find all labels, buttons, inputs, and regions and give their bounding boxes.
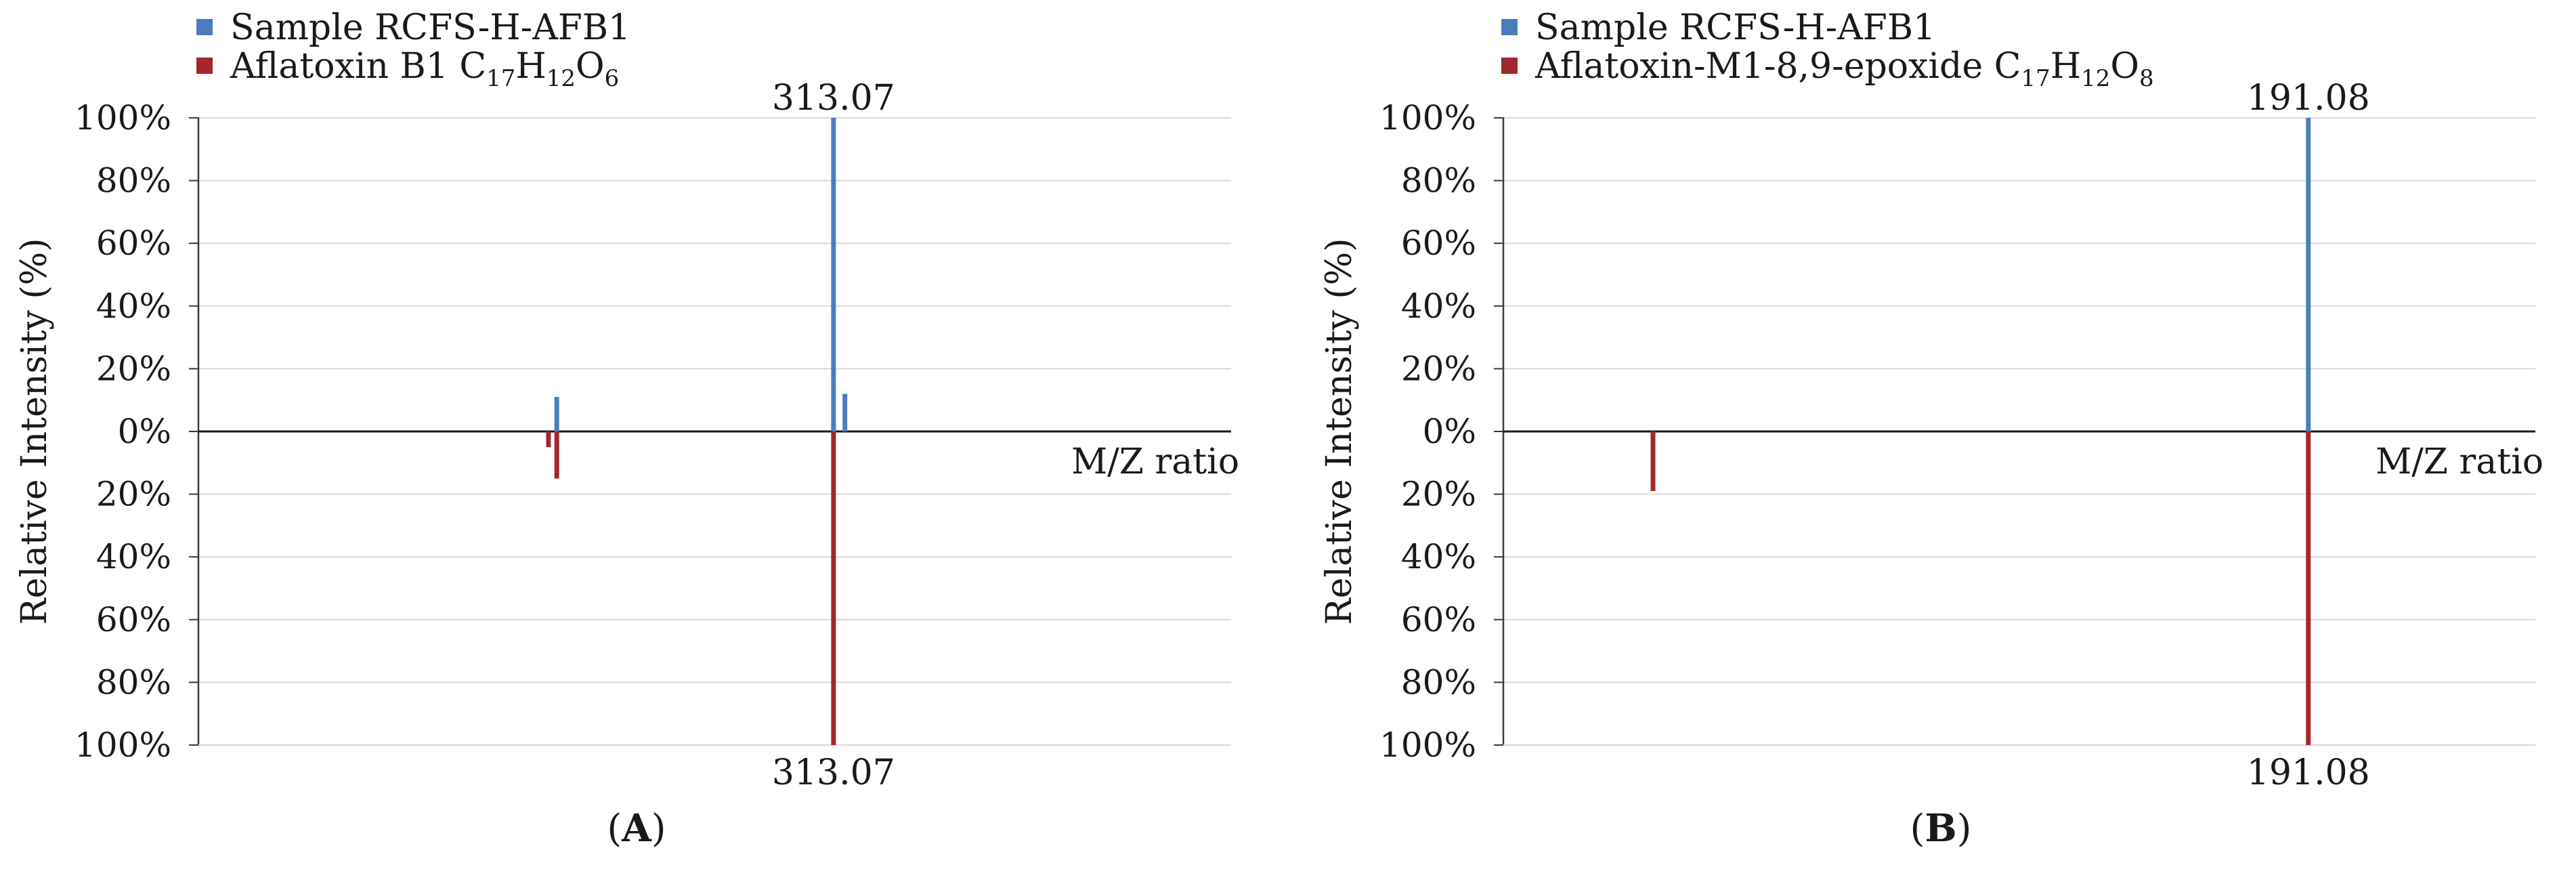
panel-label: (B) xyxy=(1910,806,1971,851)
y-tick-label: 40% xyxy=(96,287,171,326)
paren: ) xyxy=(651,807,666,851)
panel-label: (A) xyxy=(607,806,666,851)
y-tick-label: 100% xyxy=(74,98,171,137)
legend-text: Sample RCFS-H-AFB1 xyxy=(1535,7,1935,48)
peak-label: 191.08 xyxy=(2247,78,2370,119)
y-tick-label: 40% xyxy=(96,537,171,576)
panel-a: 100% 80% 60% 40% 20% 0% 20% 40% 60% 80% 100% Relati… xyxy=(14,7,1239,851)
y-tick-label: 0% xyxy=(1423,412,1476,451)
subscript: 17 xyxy=(486,65,515,92)
legend-label-sample: Sample RCFS-H-AFB1 xyxy=(230,7,630,48)
y-tick-label: 80% xyxy=(96,662,171,702)
legend-text: H xyxy=(2051,46,2081,87)
peak-label: 191.08 xyxy=(2247,753,2370,793)
legend-swatch-sample xyxy=(1501,19,1518,35)
y-tick-label: 20% xyxy=(1401,349,1476,388)
x-axis-title: M/Z ratio xyxy=(1071,442,1239,482)
y-tick-label: 80% xyxy=(1401,161,1476,200)
paren: ( xyxy=(607,807,622,851)
paren: ) xyxy=(1957,807,1972,851)
legend-swatch-reference xyxy=(1501,58,1518,74)
legend-swatch-sample xyxy=(196,19,213,35)
y-tick-label: 100% xyxy=(74,725,171,765)
peak-label: 313.07 xyxy=(772,78,895,119)
x-axis-title: M/Z ratio xyxy=(2376,442,2543,482)
legend-label-reference: Aflatoxin-M1-8,9-epoxide C17H12O8 xyxy=(1534,46,2154,92)
peak-label: 313.07 xyxy=(772,753,895,793)
y-tick-label: 60% xyxy=(96,224,171,263)
y-tick-label: 40% xyxy=(1401,537,1476,576)
y-tick-label: 60% xyxy=(96,600,171,639)
y-axis-title: Relative Intensity (%) xyxy=(1319,238,1360,624)
legend-text: Aflatoxin-M1-8,9-epoxide C xyxy=(1534,46,2021,87)
y-tick-label: 0% xyxy=(118,412,171,451)
panel-letter: A xyxy=(621,806,652,851)
subscript: 12 xyxy=(2081,65,2110,92)
legend-text: Aflatoxin B1 C xyxy=(230,46,486,87)
y-tick-label: 80% xyxy=(1401,662,1476,702)
legend-label-reference: Aflatoxin B1 C17H12O6 xyxy=(230,46,619,92)
y-tick-label: 100% xyxy=(1379,725,1476,765)
legend-text: O xyxy=(576,46,605,87)
legend-text: O xyxy=(2110,46,2139,87)
y-tick-label: 20% xyxy=(96,475,171,514)
subscript: 6 xyxy=(605,65,620,92)
legend-swatch-reference xyxy=(196,58,213,74)
legend-text: H xyxy=(515,46,546,87)
subscript: 12 xyxy=(546,65,576,92)
y-axis-title: Relative Intensity (%) xyxy=(14,238,55,624)
panel-letter: B xyxy=(1925,806,1956,851)
y-tick-label: 60% xyxy=(1401,224,1476,263)
y-tick-label: 20% xyxy=(96,349,171,388)
y-tick-label: 60% xyxy=(1401,600,1476,639)
panel-b: 100% 80% 60% 40% 20% 0% 20% 40% 60% 80% 100% Relati… xyxy=(1319,7,2543,851)
y-tick-label: 80% xyxy=(96,161,171,200)
legend-text: Sample RCFS-H-AFB1 xyxy=(230,7,630,48)
paren: ( xyxy=(1910,807,1925,851)
subscript: 17 xyxy=(2021,65,2050,92)
legend-label-sample: Sample RCFS-H-AFB1 xyxy=(1535,7,1935,48)
y-tick-label: 40% xyxy=(1401,287,1476,326)
y-tick-label: 20% xyxy=(1401,475,1476,514)
subscript: 8 xyxy=(2139,65,2154,92)
y-tick-label: 100% xyxy=(1379,98,1476,137)
